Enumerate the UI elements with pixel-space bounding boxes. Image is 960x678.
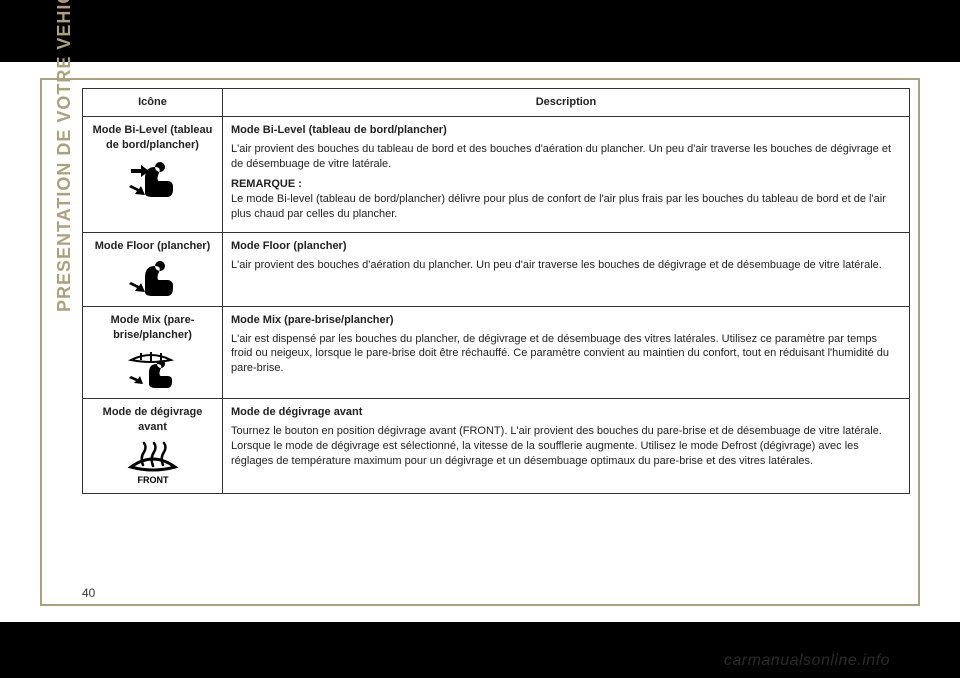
icon-label: Mode de dégivrage avant [91, 405, 214, 435]
icon-label: Mode Mix (pare-brise/plancher) [91, 313, 214, 343]
defrost-front-icon: FRONT [91, 441, 214, 487]
desc-title: Mode Mix (pare-brise/plancher) [231, 313, 901, 328]
mix-icon [91, 348, 214, 392]
table-row: Mode Mix (pare-brise/plancher) [83, 306, 910, 399]
header-desc: Description [223, 89, 910, 117]
icon-cell-floor: Mode Floor (plancher) [83, 232, 223, 306]
header-icon: Icône [83, 89, 223, 117]
floor-icon [91, 260, 214, 300]
table-row: Mode Bi-Level (tableau de bord/plancher)… [83, 116, 910, 232]
watermark-text: carmanualsonline.info [724, 652, 890, 670]
section-title-vertical: PRESENTATION DE VOTRE VEHICULE [54, 0, 75, 312]
page-panel: PRESENTATION DE VOTRE VEHICULE Icône Des… [0, 62, 960, 622]
desc-cell-mix: Mode Mix (pare-brise/plancher) L'air est… [223, 306, 910, 399]
remark-label: REMARQUE : [231, 177, 901, 192]
desc-body: Tournez le bouton en position dégivrage … [231, 424, 901, 469]
desc-title: Mode de dégivrage avant [231, 405, 901, 420]
desc-title: Mode Floor (plancher) [231, 239, 901, 254]
icon-cell-mix: Mode Mix (pare-brise/plancher) [83, 306, 223, 399]
bilevel-icon [91, 159, 214, 199]
desc-cell-floor: Mode Floor (plancher) L'air provient des… [223, 232, 910, 306]
table-row: Mode de dégivrage avant FRONT [83, 399, 910, 494]
desc-body: L'air provient des bouches d'aération du… [231, 258, 901, 273]
icon-label: Mode Floor (plancher) [91, 239, 214, 254]
table-row: Mode Floor (plancher) Mode Floor (planch… [83, 232, 910, 306]
icon-cell-bilevel: Mode Bi-Level (tableau de bord/plancher) [83, 116, 223, 232]
modes-table: Icône Description Mode Bi-Level (tableau… [82, 88, 910, 494]
desc-body: L'air provient des bouches du tableau de… [231, 142, 901, 172]
icon-label: Mode Bi-Level (tableau de bord/plancher) [91, 123, 214, 153]
desc-title: Mode Bi-Level (tableau de bord/plancher) [231, 123, 901, 138]
icon-cell-defrost: Mode de dégivrage avant FRONT [83, 399, 223, 494]
content-area: Icône Description Mode Bi-Level (tableau… [82, 88, 910, 494]
page-number: 40 [82, 586, 95, 600]
remark-body: Le mode Bi-level (tableau de bord/planch… [231, 192, 901, 222]
desc-body: L'air est dispensé par les bouches du pl… [231, 332, 901, 377]
defrost-caption: FRONT [137, 475, 168, 485]
desc-cell-defrost: Mode de dégivrage avant Tournez le bouto… [223, 399, 910, 494]
desc-cell-bilevel: Mode Bi-Level (tableau de bord/plancher)… [223, 116, 910, 232]
